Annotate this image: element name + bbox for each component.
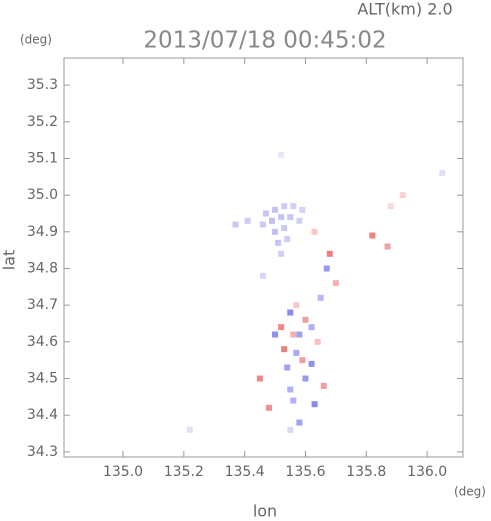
data-point	[262, 210, 269, 217]
x-tick-label: 135.4	[225, 464, 265, 480]
data-point	[269, 217, 276, 224]
data-point	[272, 228, 279, 235]
data-point	[290, 397, 297, 404]
data-point	[296, 331, 303, 338]
data-point	[186, 426, 193, 433]
y-tick-label: 34.7	[27, 297, 58, 313]
y-unit: (deg)	[20, 33, 52, 47]
data-point	[265, 404, 272, 411]
y-tick-label: 34.8	[27, 261, 58, 277]
y-tick-label: 35.3	[27, 77, 58, 93]
y-axis-label: lat	[0, 250, 19, 271]
data-point	[296, 217, 303, 224]
data-point	[326, 250, 333, 257]
y-tick-label: 34.6	[27, 334, 58, 350]
data-point	[293, 349, 300, 356]
y-tick-label: 34.3	[27, 444, 58, 460]
data-point	[293, 302, 300, 309]
data-point	[296, 419, 303, 426]
data-point	[302, 375, 309, 382]
x-tick-label: 135.8	[346, 464, 386, 480]
data-point	[278, 250, 285, 257]
data-point	[256, 375, 263, 382]
data-point	[259, 221, 266, 228]
data-point	[302, 316, 309, 323]
data-point	[259, 272, 266, 279]
data-point	[308, 360, 315, 367]
data-point	[323, 265, 330, 272]
y-tick-label: 34.4	[27, 407, 58, 423]
data-point	[369, 232, 376, 239]
data-point	[399, 192, 406, 199]
data-point	[287, 386, 294, 393]
data-point	[278, 214, 285, 221]
data-point	[284, 236, 291, 243]
data-point	[290, 331, 297, 338]
data-point	[287, 214, 294, 221]
x-tick-label: 135.6	[285, 464, 325, 480]
data-point	[232, 221, 239, 228]
x-unit: (deg)	[454, 485, 486, 499]
x-tick-label: 136.0	[407, 464, 447, 480]
data-point	[287, 426, 294, 433]
data-point	[244, 217, 251, 224]
chart-title: 2013/07/18 00:45:02	[143, 28, 386, 54]
data-point	[278, 151, 285, 158]
data-point	[384, 243, 391, 250]
data-point	[299, 357, 306, 364]
data-point	[314, 338, 321, 345]
data-point	[281, 203, 288, 210]
data-point	[272, 206, 279, 213]
data-point	[281, 225, 288, 232]
plot-frame	[63, 57, 464, 458]
data-point	[317, 294, 324, 301]
y-tick-label: 34.5	[27, 371, 58, 387]
data-point	[299, 206, 306, 213]
data-point	[290, 203, 297, 210]
y-tick-label: 35.2	[27, 114, 58, 130]
y-tick-label: 34.9	[27, 224, 58, 240]
data-point	[308, 324, 315, 331]
x-axis-label: lon	[253, 502, 277, 521]
data-point	[272, 331, 279, 338]
y-tick-label: 35.0	[27, 187, 58, 203]
data-point	[278, 324, 285, 331]
data-point	[439, 170, 446, 177]
data-point	[320, 382, 327, 389]
y-tick-label: 35.1	[27, 150, 58, 166]
data-point	[332, 280, 339, 287]
chart-subtitle: ALT(km) 2.0	[357, 0, 452, 19]
x-tick-label: 135.0	[103, 464, 143, 480]
data-point	[287, 309, 294, 316]
data-point	[284, 364, 291, 371]
x-tick-label: 135.2	[164, 464, 204, 480]
data-point	[281, 346, 288, 353]
data-point	[275, 239, 282, 246]
data-point	[311, 228, 318, 235]
data-point	[311, 401, 318, 408]
data-point	[387, 203, 394, 210]
